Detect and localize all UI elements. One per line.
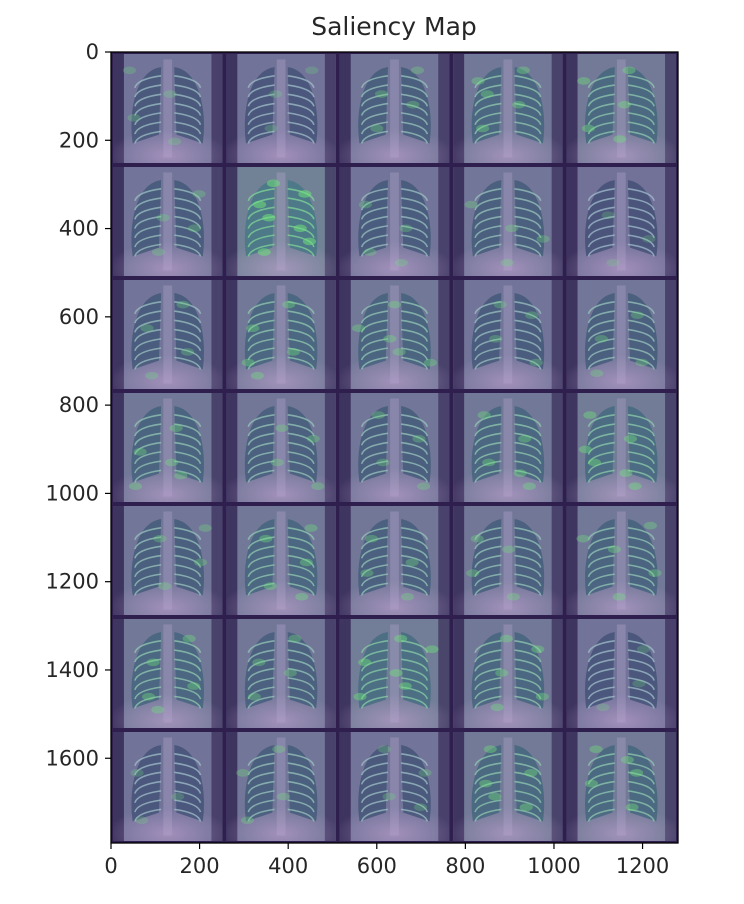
xray-tile — [453, 732, 563, 841]
xray-tile — [113, 280, 223, 389]
heatmap-image — [111, 52, 678, 843]
xray-tile — [113, 54, 223, 163]
x-tick-label: 600 — [357, 854, 397, 878]
xray-tile — [453, 280, 563, 389]
xray-tile — [339, 280, 450, 389]
x-tick-label: 0 — [104, 854, 117, 878]
y-tick-label: 200 — [59, 128, 99, 152]
xray-tile — [453, 393, 563, 502]
y-tick-label: 1000 — [46, 481, 99, 505]
y-tick-label: 400 — [59, 217, 99, 241]
xray-tile — [226, 54, 336, 163]
xray-tile — [453, 506, 563, 615]
xray-tile — [113, 393, 223, 502]
xray-tile — [113, 167, 223, 276]
xray-tile — [566, 54, 676, 163]
xray-tile — [566, 619, 676, 728]
xray-tile — [339, 619, 450, 728]
xray-tile — [566, 280, 676, 389]
axes: 0 200 400 600 800 1000 1200 1400 1600 0 200 400 600 8… — [46, 40, 679, 878]
xray-tile — [226, 393, 336, 502]
xray-tile — [453, 167, 563, 276]
y-tick-label: 1600 — [46, 746, 99, 770]
xray-tile — [566, 167, 676, 276]
xray-tile — [453, 619, 563, 728]
xray-tile — [339, 506, 450, 615]
xray-tile — [113, 619, 223, 728]
y-tick-label: 1200 — [46, 570, 99, 594]
xray-tile — [226, 280, 336, 389]
xray-tile — [226, 167, 336, 276]
xray-tile — [226, 732, 336, 841]
xray-tile — [113, 732, 223, 841]
xray-tile — [339, 732, 450, 841]
y-tick-label: 0 — [86, 40, 99, 64]
xray-tile — [339, 167, 450, 276]
y-tick-label: 1400 — [46, 658, 99, 682]
xray-tile — [226, 506, 336, 615]
xray-tile — [566, 506, 676, 615]
x-tick-label: 200 — [180, 854, 220, 878]
xray-tile — [566, 393, 676, 502]
axes-frame — [110, 51, 679, 844]
xray-tile — [226, 619, 336, 728]
xray-tile — [566, 732, 676, 841]
y-tick-label: 800 — [59, 393, 99, 417]
x-tick-label: 400 — [268, 854, 308, 878]
xray-tile — [339, 54, 450, 163]
x-tick-label: 1000 — [527, 854, 580, 878]
xray-tile — [113, 506, 223, 615]
x-tick-label: 800 — [445, 854, 485, 878]
xray-tile — [453, 54, 563, 163]
x-tick-label: 1200 — [616, 854, 669, 878]
y-tick-label: 600 — [59, 305, 99, 329]
xray-tile — [339, 393, 450, 502]
chart-title: Saliency Map — [311, 12, 477, 41]
